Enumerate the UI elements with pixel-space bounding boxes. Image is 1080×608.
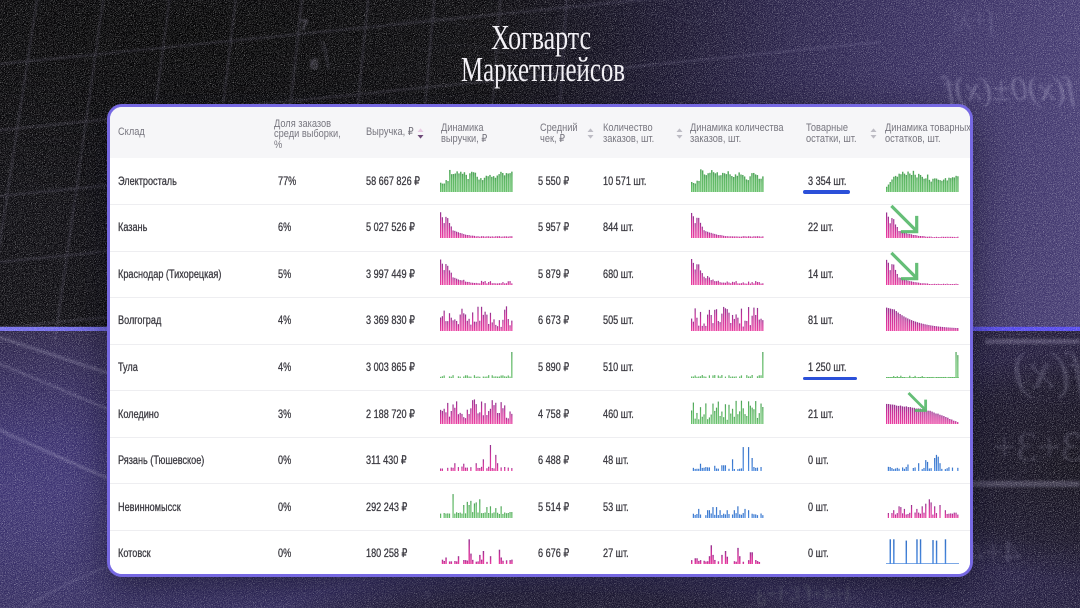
svg-text:Маркетплейсов: Маркетплейсов: [461, 51, 625, 89]
svg-text:Хогвартс: Хогвартс: [491, 19, 591, 57]
